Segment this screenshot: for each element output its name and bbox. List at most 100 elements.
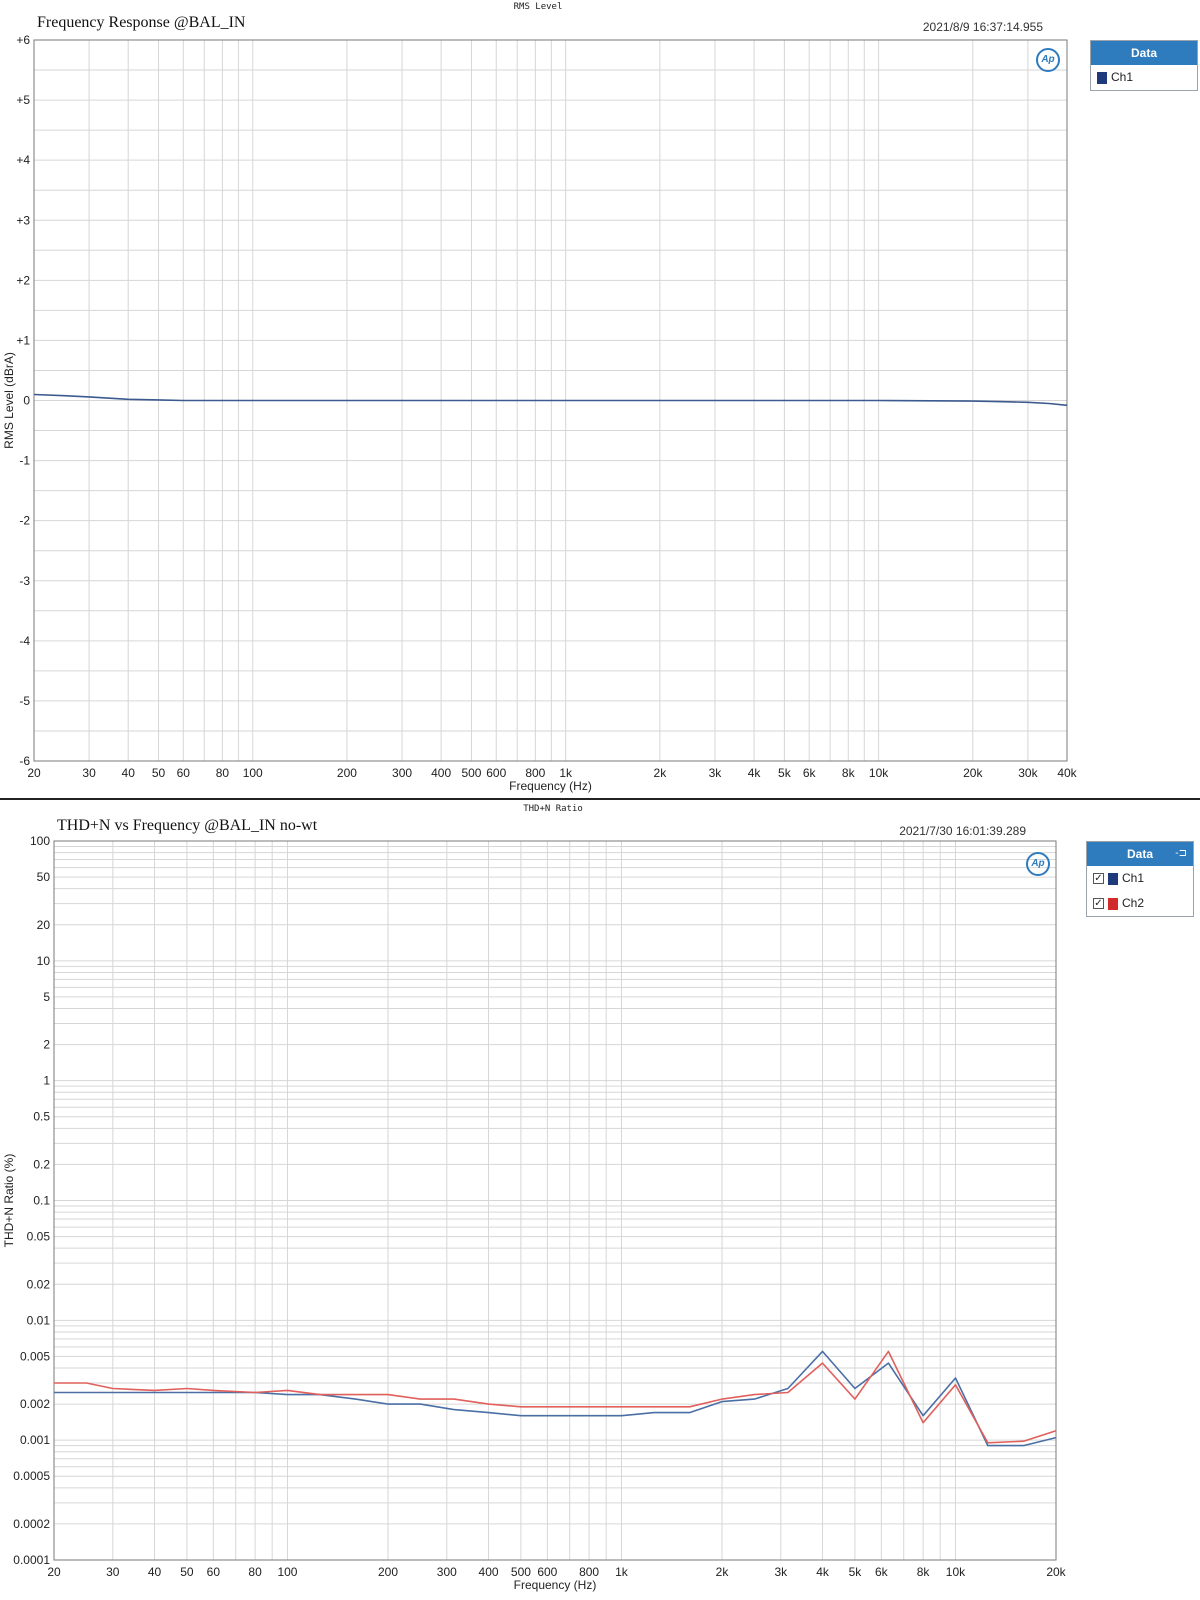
ch2-checkbox[interactable]: ✓ bbox=[1093, 898, 1104, 909]
legend-panel[interactable]: Data Ch1 bbox=[1090, 40, 1198, 91]
legend-header: Data bbox=[1091, 41, 1197, 65]
y-tick-label: 0.002 bbox=[20, 1397, 50, 1411]
y-tick-label: 0.0002 bbox=[13, 1517, 50, 1531]
chart-timestamp: 2021/7/30 16:01:39.289 bbox=[899, 824, 1026, 838]
x-tick-label: 100 bbox=[243, 766, 263, 780]
thdn-plot[interactable]: 20 30 40 50 60 80 100 200 300 400 500 600 800 1k 2k 3k 4… bbox=[0, 802, 1200, 1600]
x-tick-label: 300 bbox=[437, 1565, 457, 1579]
x-tick-label: 2k bbox=[716, 1565, 730, 1579]
x-tick-label: 40 bbox=[148, 1565, 162, 1579]
x-tick-label: 800 bbox=[525, 766, 545, 780]
measurement-header-label: THD+N Ratio bbox=[523, 804, 583, 814]
series-line-ch1 bbox=[54, 1350, 1057, 1447]
x-axis-label: Frequency (Hz) bbox=[509, 779, 592, 793]
y-axis-label: THD+N Ratio (%) bbox=[2, 1154, 16, 1248]
x-tick-label: 4k bbox=[748, 766, 762, 780]
ch1-swatch-icon bbox=[1108, 872, 1118, 885]
y-tick-label: 0.5 bbox=[33, 1110, 50, 1124]
y-tick-label: 2 bbox=[43, 1038, 50, 1052]
x-tick-label: 400 bbox=[479, 1565, 499, 1579]
y-tick-label: 0.02 bbox=[27, 1277, 51, 1291]
y-tick-label: 1 bbox=[43, 1074, 50, 1088]
x-tick-label: 50 bbox=[152, 766, 166, 780]
x-tick-label: 300 bbox=[392, 766, 412, 780]
y-tick-label: 0.2 bbox=[33, 1157, 50, 1171]
series-line-ch1 bbox=[33, 393, 1068, 407]
x-tick-label: 20k bbox=[963, 766, 983, 780]
x-tick-label: 40 bbox=[122, 766, 136, 780]
y-tick-label: +3 bbox=[16, 213, 30, 227]
x-tick-label: 80 bbox=[216, 766, 230, 780]
x-tick-label: 50 bbox=[180, 1565, 194, 1579]
x-tick-label: 10k bbox=[946, 1565, 966, 1579]
x-tick-label: 6k bbox=[803, 766, 817, 780]
measurement-header-label: RMS Level bbox=[513, 2, 563, 12]
chart-title: THD+N vs Frequency @BAL_IN no-wt bbox=[57, 817, 318, 834]
x-tick-label: 80 bbox=[248, 1565, 262, 1579]
legend-title: Data bbox=[1126, 847, 1153, 861]
ch1-checkbox[interactable]: ✓ bbox=[1093, 873, 1104, 884]
legend-title: Data bbox=[1130, 46, 1157, 60]
legend-item-label: Ch1 bbox=[1122, 871, 1145, 885]
x-tick-label: 1k bbox=[559, 766, 573, 780]
x-tick-label: 10k bbox=[869, 766, 889, 780]
y-tick-label: 50 bbox=[37, 870, 51, 884]
legend-item-label: Ch2 bbox=[1122, 896, 1145, 910]
x-tick-label: 60 bbox=[207, 1565, 221, 1579]
y-tick-label: 0 bbox=[23, 394, 30, 408]
y-tick-label: -3 bbox=[19, 574, 30, 588]
x-tick-label: 40k bbox=[1057, 766, 1077, 780]
y-tick-label: -2 bbox=[19, 514, 30, 528]
x-tick-label: 30 bbox=[106, 1565, 120, 1579]
x-tick-label: 30 bbox=[82, 766, 96, 780]
y-tick-label: 0.0005 bbox=[13, 1469, 50, 1483]
x-tick-label: 5k bbox=[849, 1565, 863, 1579]
y-axis-label: RMS Level (dBrA) bbox=[2, 352, 16, 449]
y-tick-label: -5 bbox=[19, 694, 30, 708]
ap-logo-icon: Ap bbox=[1036, 48, 1060, 72]
ch1-swatch-icon bbox=[1097, 71, 1107, 84]
y-tick-label: +5 bbox=[16, 93, 30, 107]
y-tick-label: 0.1 bbox=[33, 1194, 50, 1208]
legend-item-ch2[interactable]: ✓ Ch2 bbox=[1087, 891, 1193, 916]
x-tick-label: 20 bbox=[27, 766, 41, 780]
x-tick-label: 20k bbox=[1046, 1565, 1066, 1579]
x-tick-label: 2k bbox=[654, 766, 668, 780]
x-tick-label: 20 bbox=[47, 1565, 61, 1579]
frequency-response-plot[interactable]: 20 30 40 50 60 80 100 200 300 400 500 600 800 1k 2k 3k 4… bbox=[0, 0, 1200, 800]
x-tick-label: 8k bbox=[917, 1565, 931, 1579]
y-tick-label: 100 bbox=[30, 834, 50, 848]
y-tick-label: 0.01 bbox=[27, 1313, 51, 1327]
grid bbox=[53, 840, 1057, 1561]
x-tick-label: 800 bbox=[579, 1565, 599, 1579]
y-tick-label: 10 bbox=[37, 954, 51, 968]
y-tick-label: 0.05 bbox=[27, 1230, 51, 1244]
x-tick-label: 400 bbox=[431, 766, 451, 780]
y-tick-label: -6 bbox=[19, 754, 30, 768]
y-tick-label: 5 bbox=[43, 990, 50, 1004]
x-tick-label: 8k bbox=[842, 766, 856, 780]
pin-icon[interactable]: -⊐ bbox=[1175, 848, 1187, 859]
legend-item-ch1[interactable]: ✓ Ch1 bbox=[1087, 866, 1193, 891]
series-line-ch2 bbox=[54, 1350, 1057, 1444]
x-tick-label: 100 bbox=[277, 1565, 297, 1579]
legend-header: Data -⊐ bbox=[1087, 842, 1193, 866]
chart-timestamp: 2021/8/9 16:37:14.955 bbox=[922, 20, 1043, 34]
y-tick-label: +1 bbox=[16, 333, 30, 347]
thdn-panel: THD+N Ratio THD+N vs Frequency @BAL_IN n… bbox=[0, 802, 1200, 1600]
y-tick-label: 0.005 bbox=[20, 1349, 50, 1363]
legend-item-label: Ch1 bbox=[1111, 70, 1134, 84]
x-tick-label: 30k bbox=[1018, 766, 1038, 780]
y-tick-label: 0.001 bbox=[20, 1433, 50, 1447]
ch2-swatch-icon bbox=[1108, 897, 1118, 910]
x-tick-label: 500 bbox=[461, 766, 481, 780]
ap-logo-icon: Ap bbox=[1026, 852, 1050, 876]
x-tick-label: 200 bbox=[378, 1565, 398, 1579]
x-tick-label: 600 bbox=[537, 1565, 557, 1579]
legend-item-ch1[interactable]: Ch1 bbox=[1091, 65, 1197, 90]
y-tick-label: 20 bbox=[37, 918, 51, 932]
x-tick-label: 6k bbox=[875, 1565, 889, 1579]
plot-area-border bbox=[33, 39, 1068, 762]
x-tick-label: 200 bbox=[337, 766, 357, 780]
legend-panel[interactable]: Data -⊐ ✓ Ch1 ✓ Ch2 bbox=[1086, 841, 1194, 917]
